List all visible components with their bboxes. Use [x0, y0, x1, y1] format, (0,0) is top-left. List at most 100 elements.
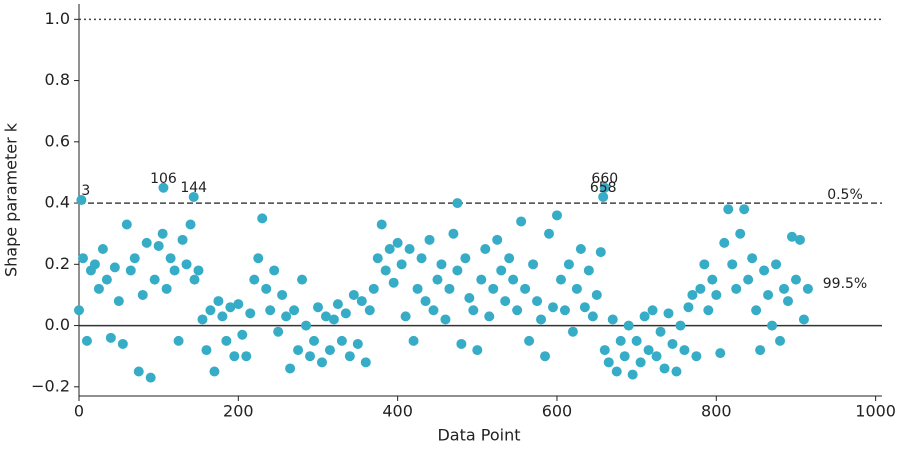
- data-point: [205, 305, 216, 316]
- data-point: [452, 265, 463, 276]
- data-point: [599, 182, 610, 193]
- data-point: [735, 228, 746, 239]
- data-point: [779, 283, 790, 294]
- data-point: [524, 335, 535, 346]
- data-point: [532, 296, 543, 307]
- data-point: [528, 259, 539, 270]
- data-point: [571, 283, 582, 294]
- data-point: [209, 366, 220, 377]
- data-point: [137, 289, 148, 300]
- data-point: [372, 253, 383, 264]
- data-point: [759, 265, 770, 276]
- data-point: [547, 302, 558, 313]
- data-point: [583, 265, 594, 276]
- region-label: 0.5%: [827, 187, 863, 203]
- data-point: [173, 335, 184, 346]
- data-point: [663, 308, 674, 319]
- data-point: [320, 311, 331, 322]
- data-point: [101, 274, 112, 285]
- data-point: [639, 311, 650, 322]
- x-tick-label: 1000: [855, 402, 896, 421]
- data-point: [567, 326, 578, 337]
- data-point: [316, 357, 327, 368]
- data-point: [229, 351, 240, 362]
- data-point: [74, 305, 84, 316]
- data-point: [512, 305, 523, 316]
- data-point: [699, 259, 710, 270]
- data-point: [380, 265, 391, 276]
- data-point: [301, 320, 312, 331]
- data-point: [368, 283, 379, 294]
- x-tick-label: 600: [542, 402, 573, 421]
- point-annotation: 3: [81, 183, 90, 199]
- data-point: [424, 234, 435, 245]
- data-point: [233, 299, 244, 310]
- data-point: [420, 296, 431, 307]
- point-annotation: 660: [591, 171, 618, 187]
- data-point: [181, 259, 192, 270]
- data-point: [739, 204, 750, 215]
- data-point: [767, 320, 778, 331]
- data-point: [591, 289, 602, 300]
- x-tick-label: 400: [382, 402, 413, 421]
- data-point: [504, 253, 515, 264]
- data-point: [711, 289, 722, 300]
- data-point: [356, 296, 367, 307]
- point-annotation: 658: [590, 180, 617, 196]
- data-point: [647, 305, 658, 316]
- data-point: [751, 305, 762, 316]
- data-point: [555, 274, 566, 285]
- y-axis-label: Shape parameter k: [2, 122, 21, 277]
- data-point: [344, 351, 355, 362]
- data-point: [89, 259, 100, 270]
- data-point: [388, 277, 399, 288]
- data-point: [436, 259, 447, 270]
- point-annotation: 106: [150, 171, 177, 187]
- data-point: [448, 228, 459, 239]
- data-point: [285, 363, 296, 374]
- data-point: [145, 372, 156, 383]
- y-tick-label: 1.0: [45, 9, 70, 28]
- data-point: [480, 244, 491, 254]
- data-point: [225, 302, 236, 313]
- data-point: [245, 308, 256, 319]
- data-point: [193, 265, 204, 276]
- data-point: [432, 274, 443, 285]
- data-point: [201, 345, 212, 356]
- data-point: [293, 345, 304, 356]
- data-point: [619, 351, 630, 362]
- data-point: [488, 283, 499, 294]
- data-point: [615, 335, 626, 346]
- data-point: [492, 234, 503, 245]
- y-tick-label: 0.4: [45, 193, 70, 212]
- y-tick-label: 0.0: [45, 315, 70, 334]
- data-point: [536, 314, 547, 325]
- data-point: [185, 219, 196, 230]
- data-point: [273, 326, 284, 337]
- data-point: [392, 237, 403, 248]
- data-point: [161, 283, 172, 294]
- data-point: [340, 308, 351, 319]
- x-tick-label: 0: [74, 402, 84, 421]
- data-point: [540, 351, 551, 362]
- data-point: [643, 345, 654, 356]
- data-point: [723, 204, 734, 215]
- data-point: [277, 289, 288, 300]
- data-point: [476, 274, 487, 285]
- data-point: [217, 311, 228, 322]
- data-point: [743, 274, 754, 285]
- data-point: [707, 274, 718, 285]
- data-point: [440, 314, 451, 325]
- data-point: [551, 210, 562, 221]
- data-point: [775, 335, 786, 346]
- x-tick-label: 200: [223, 402, 254, 421]
- data-point: [603, 357, 614, 368]
- data-point: [265, 305, 276, 316]
- data-point: [623, 320, 634, 331]
- data-point: [472, 345, 483, 356]
- data-point: [253, 253, 264, 264]
- data-point: [241, 351, 252, 362]
- data-point: [348, 289, 359, 300]
- data-point: [587, 311, 598, 322]
